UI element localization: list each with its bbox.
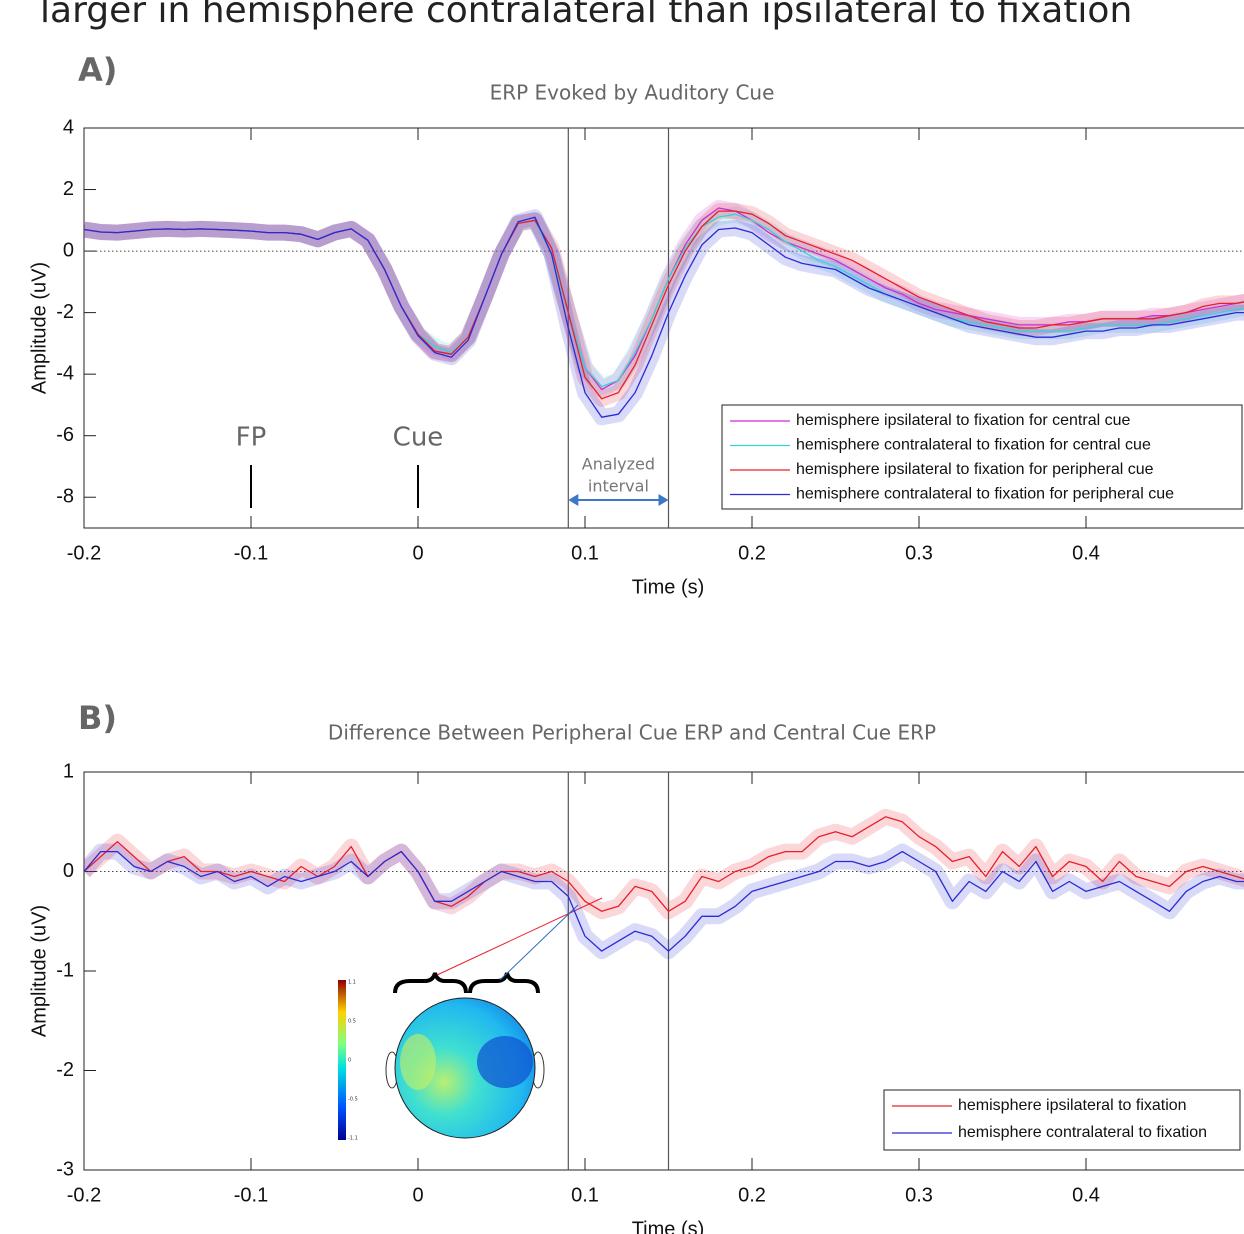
series-band — [84, 808, 1244, 920]
x-tick-label: 0.1 — [571, 542, 599, 564]
y-tick-label: -1 — [56, 959, 74, 981]
y-tick-label: -3 — [56, 1158, 74, 1180]
connector — [499, 904, 579, 981]
series-line — [84, 850, 1244, 952]
y-tick-label: -8 — [56, 486, 74, 508]
y-tick-label: -2 — [56, 301, 74, 323]
y-tick-label: 0 — [63, 239, 74, 261]
colorbar — [338, 980, 346, 1140]
arrow-head — [658, 494, 669, 506]
brace — [393, 972, 468, 994]
blob — [477, 1036, 533, 1088]
x-tick-label: -0.2 — [67, 542, 101, 564]
series-line — [84, 216, 1244, 418]
y-tick-label: 2 — [63, 178, 74, 200]
colorbar-label: 1.1 — [348, 980, 356, 986]
x-axis-label: Time (s) — [632, 576, 705, 598]
arrow-head — [568, 494, 579, 506]
plot-area — [84, 808, 1244, 960]
legend-label: hemisphere ipsilateral to fixation for c… — [796, 412, 1130, 429]
x-tick-label: 0.1 — [571, 1184, 599, 1206]
legend-box — [721, 404, 1243, 510]
panel-label: B) — [78, 699, 117, 737]
x-axis-label: Time (s) — [632, 1218, 705, 1234]
y-axis-label: Amplitude (uV) — [28, 262, 50, 394]
blob — [400, 1034, 436, 1090]
legend-box — [883, 1089, 1241, 1151]
head — [394, 997, 536, 1139]
chart-title: Difference Between Peripheral Cue ERP an… — [328, 721, 936, 745]
event-label: FP — [236, 423, 267, 453]
colorbar-label: -0.5 — [348, 1097, 358, 1103]
event-label: Cue — [393, 423, 444, 453]
colorbar-label: -1.1 — [348, 1136, 358, 1142]
y-tick-label: -4 — [56, 362, 74, 384]
colorbar-label: 0.5 — [348, 1019, 356, 1025]
x-tick-label: 0 — [412, 1184, 423, 1206]
x-tick-label: 0.3 — [905, 542, 933, 564]
legend-label: hemisphere ipsilateral to fixation for p… — [796, 461, 1154, 478]
y-axis-label: Amplitude (uV) — [28, 905, 50, 1037]
colorbar-label: 0 — [348, 1058, 351, 1064]
x-tick-label: 0.4 — [1072, 542, 1100, 564]
y-tick-label: 4 — [63, 116, 74, 138]
legend-label: hemisphere contralateral to fixation for… — [796, 437, 1151, 454]
x-tick-label: 0 — [412, 542, 423, 564]
x-tick-label: 0.2 — [738, 542, 766, 564]
x-tick-label: 0.3 — [905, 1184, 933, 1206]
y-tick-label: -6 — [56, 424, 74, 446]
y-tick-label: -2 — [56, 1059, 74, 1081]
interval-label: Analyzed — [582, 455, 655, 474]
plot-area — [84, 200, 1244, 426]
legend-label: hemisphere contralateral to fixation for… — [796, 486, 1174, 503]
legend-label: hemisphere contralateral to fixation — [958, 1124, 1207, 1141]
legend-label: hemisphere ipsilateral to fixation — [958, 1097, 1187, 1114]
y-tick-label: 0 — [63, 860, 74, 882]
x-tick-label: 0.2 — [738, 1184, 766, 1206]
x-tick-label: -0.2 — [67, 1184, 101, 1206]
panel-label: A) — [78, 51, 117, 89]
topomap-inset — [338, 897, 603, 1140]
chart-title: ERP Evoked by Auditory Cue — [490, 81, 775, 105]
x-tick-label: -0.1 — [234, 542, 268, 564]
page-title: larger in hemisphere contralateral than … — [40, 0, 1132, 31]
x-tick-label: -0.1 — [234, 1184, 268, 1206]
x-tick-label: 0.4 — [1072, 1184, 1100, 1206]
y-tick-label: 1 — [63, 760, 74, 782]
interval-label: interval — [588, 477, 649, 496]
